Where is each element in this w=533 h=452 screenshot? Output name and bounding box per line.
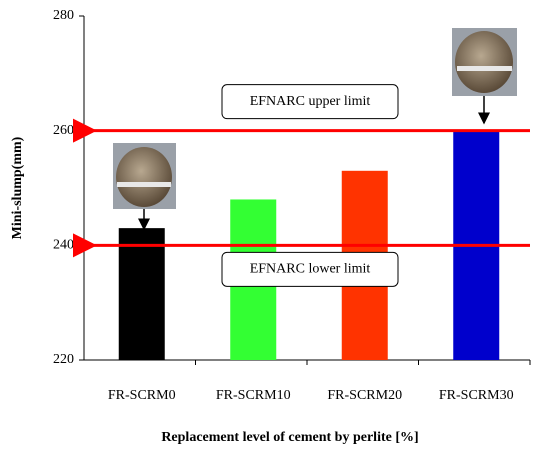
photo — [452, 28, 517, 125]
x-tick-label: FR-SCRM0 — [108, 388, 176, 403]
y-tick-label: 220 — [53, 352, 74, 367]
x-axis-title: Replacement level of cement by perlite [… — [161, 430, 418, 445]
y-tick-label: 240 — [53, 238, 74, 253]
reference-label: EFNARC lower limit — [250, 262, 371, 277]
photo — [113, 143, 176, 231]
bar — [118, 228, 165, 360]
reference-label-box — [221, 84, 399, 120]
y-axis-title: Mini-slump(mm) — [10, 136, 25, 239]
reference-label: EFNARC upper limit — [250, 94, 371, 109]
x-tick-label: FR-SCRM20 — [327, 388, 402, 403]
y-tick-label: 260 — [53, 123, 74, 138]
y-tick-label: 280 — [53, 8, 74, 23]
reference-label-box — [221, 251, 399, 287]
x-tick-label: FR-SCRM30 — [439, 388, 514, 403]
x-tick-label: FR-SCRM10 — [216, 388, 291, 403]
